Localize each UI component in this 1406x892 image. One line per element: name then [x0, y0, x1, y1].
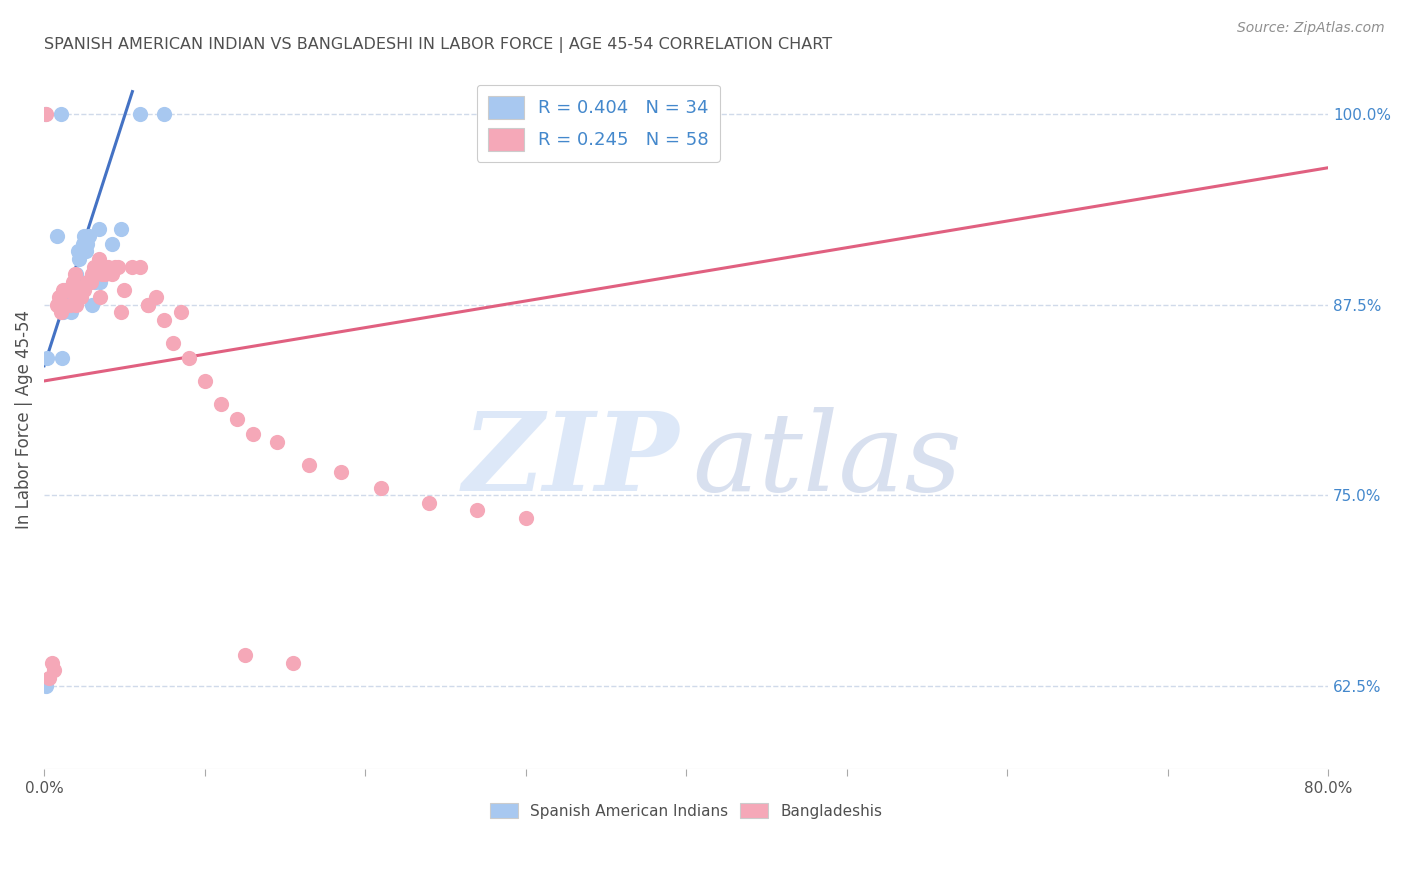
Point: [84, 275, 107, 289]
Point: [77, 229, 100, 244]
Point: [225, 412, 247, 426]
Point: [60, 283, 83, 297]
Point: [53, 283, 76, 297]
Point: [72, 236, 94, 251]
Text: atlas: atlas: [693, 408, 962, 515]
Point: [298, 458, 321, 472]
Point: [330, 466, 353, 480]
Point: [169, 305, 191, 319]
Point: [89, 290, 111, 304]
Point: [266, 434, 288, 449]
Point: [100, 268, 122, 282]
Point: [209, 397, 232, 411]
Point: [49, 305, 72, 319]
Point: [138, 298, 160, 312]
Point: [87, 221, 110, 235]
Point: [34, 107, 56, 121]
Point: [66, 290, 89, 304]
Point: [467, 503, 489, 517]
Point: [87, 252, 110, 266]
Point: [110, 305, 132, 319]
Point: [370, 481, 392, 495]
Point: [82, 268, 104, 282]
Point: [46, 298, 69, 312]
Point: [52, 283, 75, 297]
Point: [53, 298, 76, 312]
Point: [145, 290, 167, 304]
Point: [51, 351, 73, 365]
Point: [75, 244, 97, 259]
Legend: Spanish American Indians, Bangladeshis: Spanish American Indians, Bangladeshis: [484, 797, 889, 825]
Text: SPANISH AMERICAN INDIAN VS BANGLADESHI IN LABOR FORCE | AGE 45-54 CORRELATION CH: SPANISH AMERICAN INDIAN VS BANGLADESHI I…: [44, 37, 832, 54]
Point: [55, 290, 77, 304]
Point: [70, 290, 93, 304]
Point: [82, 298, 104, 312]
Point: [49, 107, 72, 121]
Point: [153, 313, 176, 327]
Point: [76, 275, 98, 289]
Point: [138, 298, 160, 312]
Point: [65, 268, 87, 282]
Point: [66, 244, 89, 259]
Point: [121, 260, 143, 274]
Point: [112, 283, 135, 297]
Point: [100, 236, 122, 251]
Point: [153, 107, 176, 121]
Point: [72, 283, 94, 297]
Point: [242, 427, 264, 442]
Point: [97, 260, 120, 274]
Point: [110, 221, 132, 235]
Point: [281, 656, 304, 670]
Y-axis label: In Labor Force | Age 45-54: In Labor Force | Age 45-54: [15, 310, 32, 529]
Point: [62, 275, 84, 289]
Point: [60, 290, 83, 304]
Point: [79, 275, 101, 289]
Point: [515, 511, 537, 525]
Point: [48, 290, 70, 304]
Point: [58, 290, 80, 304]
Point: [59, 298, 82, 312]
Point: [94, 268, 117, 282]
Point: [59, 283, 82, 297]
Point: [49, 298, 72, 312]
Point: [67, 283, 90, 297]
Point: [73, 229, 96, 244]
Point: [56, 283, 79, 297]
Point: [73, 283, 96, 297]
Point: [107, 260, 129, 274]
Point: [70, 244, 93, 259]
Point: [35, 107, 58, 121]
Point: [162, 335, 184, 350]
Point: [84, 260, 107, 274]
Text: ZIP: ZIP: [463, 408, 679, 515]
Point: [37, 351, 59, 365]
Point: [63, 275, 86, 289]
Point: [63, 268, 86, 282]
Point: [46, 229, 69, 244]
Point: [233, 648, 256, 662]
Point: [35, 679, 58, 693]
Point: [49, 298, 72, 312]
Point: [62, 283, 84, 297]
Point: [38, 671, 60, 685]
Point: [56, 290, 79, 304]
Point: [177, 351, 200, 365]
Point: [90, 268, 112, 282]
Text: Source: ZipAtlas.com: Source: ZipAtlas.com: [1237, 21, 1385, 35]
Point: [59, 305, 82, 319]
Point: [42, 663, 65, 677]
Point: [52, 305, 75, 319]
Point: [41, 656, 63, 670]
Point: [104, 260, 127, 274]
Point: [76, 236, 98, 251]
Point: [89, 275, 111, 289]
Point: [129, 107, 152, 121]
Point: [67, 252, 90, 266]
Point: [418, 496, 440, 510]
Point: [129, 260, 152, 274]
Point: [65, 298, 87, 312]
Point: [194, 374, 217, 388]
Point: [83, 260, 105, 274]
